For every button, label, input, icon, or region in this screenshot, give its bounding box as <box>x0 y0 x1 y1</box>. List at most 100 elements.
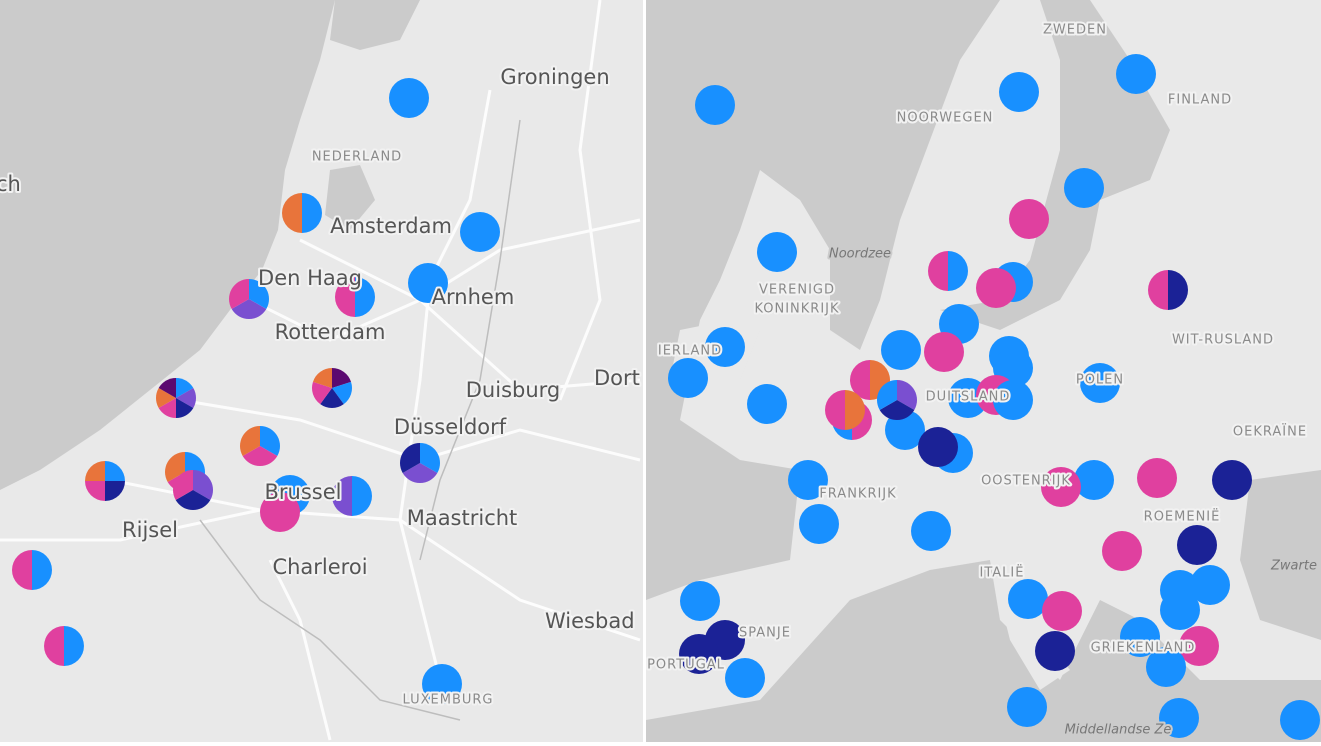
marker-slice <box>173 470 193 500</box>
marker <box>1074 460 1114 500</box>
marker <box>705 327 745 367</box>
city-label: Den Haag <box>258 266 362 290</box>
country-label: ROEMENIË <box>1144 509 1221 525</box>
marker <box>1120 617 1160 657</box>
country-label: WIT-RUSLAND <box>1172 333 1274 348</box>
marker-slice <box>282 193 302 233</box>
marker-slice <box>312 368 332 388</box>
marker-slice <box>948 251 968 291</box>
marker-slice <box>158 398 176 418</box>
country-label: LUXEMBURG <box>403 693 494 708</box>
country-label: IERLAND <box>658 344 722 359</box>
country-label: OEKRAÏNE <box>1233 424 1307 440</box>
marker <box>1177 525 1217 565</box>
marker-slice <box>193 470 214 500</box>
marker <box>679 634 719 674</box>
marker-slice <box>158 378 176 398</box>
marker <box>260 492 300 532</box>
country-label: OOSTENRIJK <box>981 474 1071 489</box>
marker-slice <box>1148 270 1168 310</box>
marker-slice <box>352 476 372 516</box>
marker <box>1042 591 1082 631</box>
marker <box>976 268 1016 308</box>
country-label: NOORWEGEN <box>897 111 994 126</box>
marker <box>1159 698 1199 738</box>
city-label: Rijsel <box>122 518 178 542</box>
marker-slice <box>332 381 352 405</box>
labels: ch Groningen NEDERLAND Amsterdam Den Haag Arn… <box>0 21 1319 740</box>
marker-slice <box>335 277 355 317</box>
marker-slice <box>228 279 249 309</box>
marker <box>680 581 720 621</box>
marker-slice <box>850 360 870 400</box>
marker-slice <box>320 388 344 409</box>
marker <box>1146 647 1186 687</box>
marker-slice <box>176 378 194 398</box>
country-label: DUITSLAND <box>926 390 1011 405</box>
marker <box>757 232 797 272</box>
marker-slice <box>165 452 185 482</box>
marker <box>1212 460 1252 500</box>
country-label: ITALIË <box>980 565 1025 581</box>
marker-slice <box>877 380 897 410</box>
city-label: Dort <box>594 366 640 390</box>
country-label: ZWEDEN <box>1043 23 1107 38</box>
marker-slice <box>105 461 125 481</box>
marker <box>788 460 828 500</box>
city-label: Groningen <box>500 65 609 89</box>
marker <box>747 384 787 424</box>
marker-slice <box>85 481 105 501</box>
country-label: FINLAND <box>1168 93 1232 108</box>
city-label: Maastricht <box>407 506 518 530</box>
sea-label: Zwarte <box>1270 559 1317 574</box>
marker-slice <box>32 550 52 590</box>
sea-label: Middellandse Ze <box>1065 723 1172 738</box>
marker-slice <box>928 251 948 291</box>
marker-slice <box>302 193 322 233</box>
marker <box>911 511 951 551</box>
city-label: Brussel <box>265 480 342 504</box>
marker-slice <box>260 426 280 456</box>
marker <box>1190 565 1230 605</box>
marker-slice <box>332 368 352 388</box>
marker-slice <box>175 490 211 510</box>
marker <box>1064 168 1104 208</box>
marker <box>422 664 462 704</box>
marker <box>725 658 765 698</box>
city-label: Charleroi <box>272 555 367 579</box>
city-label: ch <box>0 172 21 196</box>
marker-slice <box>85 461 105 481</box>
marker-slice <box>176 398 194 418</box>
marker <box>799 504 839 544</box>
city-label: Wiesbad <box>545 609 635 633</box>
country-label: PORTUGAL <box>647 658 725 673</box>
marker <box>1008 579 1048 619</box>
marker <box>1007 687 1047 727</box>
marker-slice <box>64 626 84 666</box>
city-label: Düsseldorf <box>394 415 507 439</box>
marker-slice <box>12 550 32 590</box>
marker <box>999 72 1039 112</box>
marker <box>1137 458 1177 498</box>
country-label: POLEN <box>1076 373 1124 388</box>
marker-slice <box>242 446 278 467</box>
country-label: FRANKRIJK <box>819 487 896 502</box>
marker-slice <box>400 443 420 473</box>
marker <box>924 332 964 372</box>
marker-slice <box>231 299 267 319</box>
country-label: KONINKRIJK <box>754 302 839 317</box>
marker-slice <box>176 388 196 408</box>
sea-label: Noordzee <box>829 247 891 262</box>
marker <box>1116 54 1156 94</box>
marker-slice <box>44 626 64 666</box>
marker-slice <box>249 279 269 309</box>
markers <box>12 54 1320 740</box>
left-markers <box>12 78 500 704</box>
marker-slice <box>156 388 176 408</box>
country-label: SPANJE <box>739 626 791 641</box>
marker <box>918 427 958 467</box>
marker <box>1041 467 1081 507</box>
marker-slice <box>105 481 125 501</box>
